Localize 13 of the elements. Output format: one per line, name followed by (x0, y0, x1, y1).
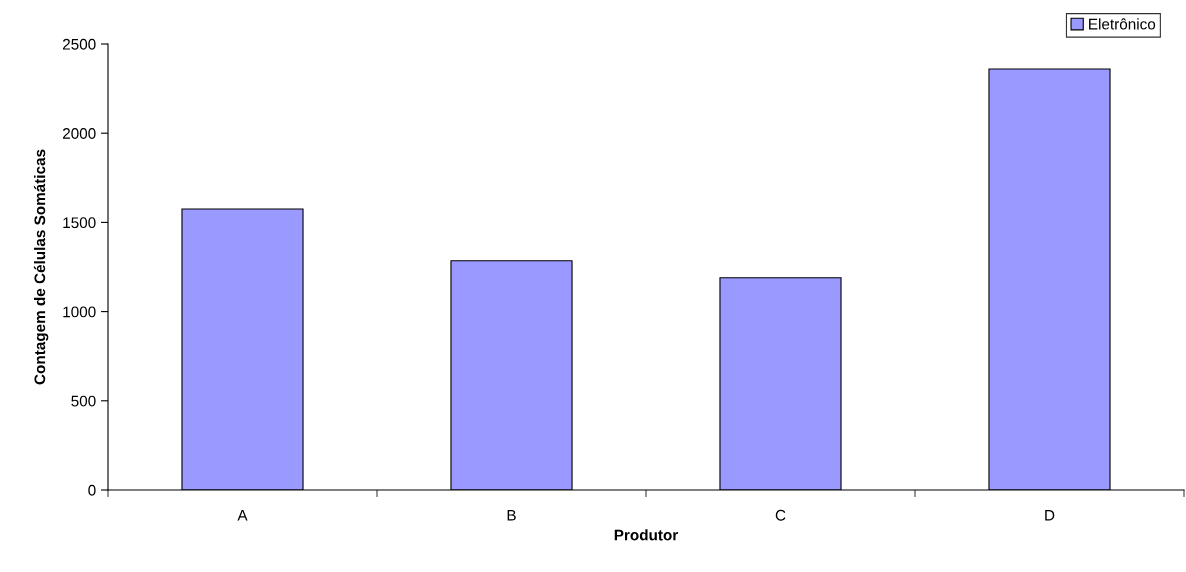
x-tick-label: D (1045, 510, 1055, 521)
y-tick-label: 1000 (63, 306, 96, 318)
x-tick-label: C (775, 509, 786, 521)
y-tick-label: 1500 (63, 217, 96, 229)
y-axis-title: Contagem de Células Somáticas (33, 149, 49, 385)
y-tick-label: 0 (88, 484, 96, 496)
y-tick-label: 2500 (62, 38, 96, 50)
x-tick-label: A (237, 510, 248, 521)
x-tick-label: B (507, 510, 516, 521)
y-tick-label: 500 (71, 395, 96, 407)
x-axis-title: Produtor (614, 529, 679, 541)
y-tick-label: 2000 (62, 128, 96, 139)
legend-label: Eletrônico (1089, 18, 1156, 30)
